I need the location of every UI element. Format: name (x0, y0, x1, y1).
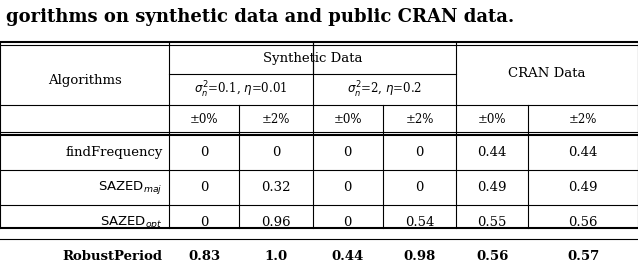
Text: 0.49: 0.49 (477, 181, 507, 194)
Text: $\mathrm{SAZED}_{\mathit{opt}}$: $\mathrm{SAZED}_{\mathit{opt}}$ (100, 213, 163, 231)
Text: 0.57: 0.57 (567, 250, 599, 260)
Text: 0: 0 (343, 181, 352, 194)
Text: 0.56: 0.56 (476, 250, 508, 260)
Text: ±2%: ±2% (569, 113, 597, 126)
Text: Algorithms: Algorithms (48, 74, 121, 87)
Text: gorithms on synthetic data and public CRAN data.: gorithms on synthetic data and public CR… (6, 8, 515, 26)
Text: ±2%: ±2% (262, 113, 290, 126)
Text: 0: 0 (200, 181, 209, 194)
Text: 0: 0 (343, 146, 352, 159)
Text: 0: 0 (272, 146, 280, 159)
Text: findFrequency: findFrequency (65, 146, 163, 159)
Text: 0.83: 0.83 (188, 250, 220, 260)
Text: 0: 0 (200, 146, 209, 159)
Text: ±2%: ±2% (405, 113, 434, 126)
Text: 0: 0 (343, 216, 352, 229)
Text: $\mathrm{SAZED}_{\mathit{maj}}$: $\mathrm{SAZED}_{\mathit{maj}}$ (98, 179, 163, 196)
Text: 0.44: 0.44 (568, 146, 598, 159)
Text: 0.32: 0.32 (261, 181, 291, 194)
Text: 0.96: 0.96 (261, 216, 291, 229)
Text: 0.98: 0.98 (403, 250, 436, 260)
Text: 0.55: 0.55 (477, 216, 507, 229)
Text: 0: 0 (415, 181, 424, 194)
Text: $\sigma_n^2$=0.1, $\eta$=0.01: $\sigma_n^2$=0.1, $\eta$=0.01 (194, 80, 288, 100)
Text: CRAN Data: CRAN Data (508, 67, 586, 80)
Text: 0: 0 (415, 146, 424, 159)
Text: RobustPeriod: RobustPeriod (63, 250, 163, 260)
Text: 0.56: 0.56 (568, 216, 598, 229)
Text: 0.44: 0.44 (477, 146, 507, 159)
Text: 0: 0 (200, 216, 209, 229)
Text: $\sigma_n^2$=2, $\eta$=0.2: $\sigma_n^2$=2, $\eta$=0.2 (347, 80, 422, 100)
Text: Synthetic Data: Synthetic Data (263, 52, 362, 65)
Text: ±0%: ±0% (334, 113, 362, 126)
Text: 1.0: 1.0 (264, 250, 288, 260)
Text: 0.44: 0.44 (332, 250, 364, 260)
Text: ±0%: ±0% (478, 113, 507, 126)
Text: ±0%: ±0% (190, 113, 218, 126)
Text: 0.49: 0.49 (568, 181, 598, 194)
Text: 0.54: 0.54 (404, 216, 434, 229)
